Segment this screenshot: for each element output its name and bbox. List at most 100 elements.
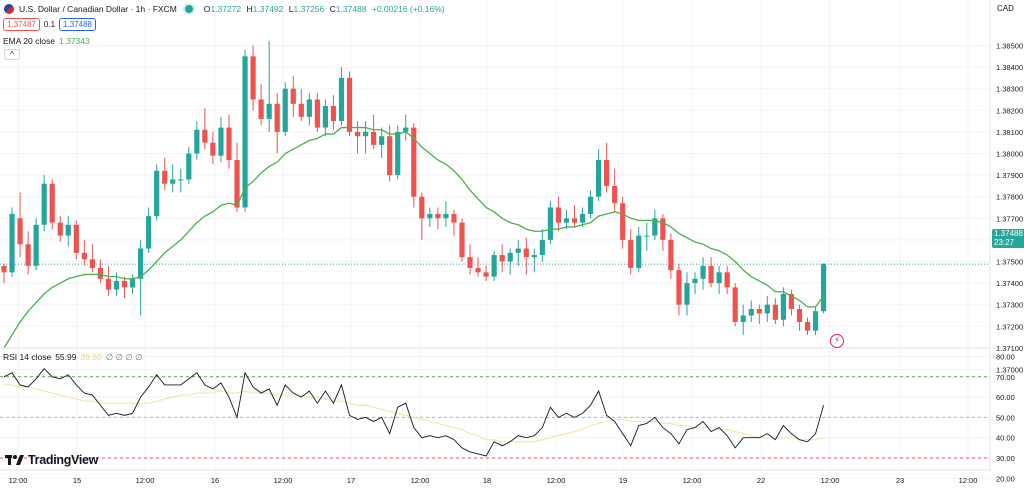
ema-legend[interactable]: EMA 20 close 1.37343 xyxy=(3,36,90,46)
candle-up[interactable] xyxy=(129,278,136,288)
time-axis[interactable]: 12:00 15 12:00 16 12:00 17 12:00 18 12:00 19 12:00… xyxy=(9,476,978,485)
candle-up[interactable] xyxy=(170,179,176,184)
candle-down[interactable] xyxy=(555,207,562,223)
candle-up[interactable] xyxy=(748,309,754,316)
buy-button[interactable]: 1.37488 xyxy=(59,18,96,31)
candle-up[interactable] xyxy=(692,278,698,284)
candle-down[interactable] xyxy=(620,203,626,240)
candle-up[interactable] xyxy=(137,248,144,279)
candle-up[interactable] xyxy=(579,213,586,223)
candle-up[interactable] xyxy=(507,252,513,262)
candle-down[interactable] xyxy=(387,136,393,176)
candle-down[interactable] xyxy=(250,56,256,100)
candle-down[interactable] xyxy=(676,270,682,305)
candle-down[interactable] xyxy=(435,213,441,219)
candle-down[interactable] xyxy=(97,267,104,279)
candle-up[interactable] xyxy=(531,255,537,258)
candle-up[interactable] xyxy=(178,179,184,181)
candle-down[interactable] xyxy=(121,280,128,288)
candle-up[interactable] xyxy=(595,159,602,197)
candle-down[interactable] xyxy=(17,218,23,245)
candle-up[interactable] xyxy=(820,263,827,312)
candle-up[interactable] xyxy=(113,280,120,290)
tradingview-logo[interactable]: TradingView xyxy=(5,453,98,467)
candle-up[interactable] xyxy=(9,213,15,273)
candle-up[interactable] xyxy=(186,153,192,180)
candlesticks[interactable] xyxy=(1,41,827,335)
candle-down[interactable] xyxy=(523,248,529,258)
candle-down[interactable] xyxy=(1,265,7,273)
candle-down[interactable] xyxy=(732,287,738,322)
candle-up[interactable] xyxy=(515,248,521,253)
candle-down[interactable] xyxy=(57,222,63,236)
candle-up[interactable] xyxy=(491,255,497,277)
rsi-axis[interactable]: 80.00 70.00 60.00 50.00 40.00 30.00 20.00 xyxy=(996,353,1015,484)
candle-up[interactable] xyxy=(322,105,328,128)
candle-down[interactable] xyxy=(724,272,730,288)
candle-down[interactable] xyxy=(330,105,337,122)
candle-up[interactable] xyxy=(154,170,160,217)
candle-up[interactable] xyxy=(700,265,706,279)
candle-down[interactable] xyxy=(73,224,79,253)
candle-up[interactable] xyxy=(403,127,409,132)
candle-down[interactable] xyxy=(628,239,634,268)
candle-down[interactable] xyxy=(49,183,55,223)
candle-down[interactable] xyxy=(354,131,361,137)
candle-down[interactable] xyxy=(612,185,618,204)
candle-down[interactable] xyxy=(226,127,232,160)
candle-up[interactable] xyxy=(379,136,385,145)
candle-up[interactable] xyxy=(338,77,345,122)
candle-up[interactable] xyxy=(427,213,433,219)
candle-down[interactable] xyxy=(202,129,208,143)
sell-button[interactable]: 1.37487 xyxy=(3,18,40,31)
candle-down[interactable] xyxy=(314,99,320,128)
candle-up[interactable] xyxy=(547,207,553,240)
candle-up[interactable] xyxy=(146,216,152,249)
candle-down[interactable] xyxy=(451,213,457,223)
candle-up[interactable] xyxy=(218,127,224,156)
candle-up[interactable] xyxy=(41,183,47,225)
candle-down[interactable] xyxy=(298,103,304,117)
candle-down[interactable] xyxy=(105,278,112,290)
candle-down[interactable] xyxy=(274,103,280,132)
candle-down[interactable] xyxy=(804,321,811,331)
candle-up[interactable] xyxy=(266,103,272,119)
candle-up[interactable] xyxy=(740,315,746,322)
candle-down[interactable] xyxy=(234,159,240,208)
candle-up[interactable] xyxy=(684,283,690,305)
candle-up[interactable] xyxy=(194,129,200,154)
price-axis[interactable]: 1.38500 1.38400 1.38300 1.38200 1.38100 1.380… xyxy=(996,42,1023,375)
candle-up[interactable] xyxy=(282,88,288,132)
candle-down[interactable] xyxy=(499,255,505,262)
candle-down[interactable] xyxy=(483,272,489,277)
candle-down[interactable] xyxy=(668,239,674,271)
candle-down[interactable] xyxy=(772,304,778,320)
candle-up[interactable] xyxy=(539,239,545,256)
candle-down[interactable] xyxy=(411,127,417,197)
candle-up[interactable] xyxy=(306,99,312,117)
symbol-title[interactable]: U.S. Dollar / Canadian Dollar · 1h · FXC… xyxy=(19,4,177,14)
candle-up[interactable] xyxy=(587,196,594,214)
candle-up[interactable] xyxy=(764,304,770,314)
candle-up[interactable] xyxy=(563,218,570,223)
candle-down[interactable] xyxy=(604,159,610,186)
candle-down[interactable] xyxy=(475,267,481,273)
candle-down[interactable] xyxy=(162,170,168,184)
candle-down[interactable] xyxy=(796,309,803,322)
candle-down[interactable] xyxy=(210,142,216,156)
candle-up[interactable] xyxy=(644,235,650,237)
candle-down[interactable] xyxy=(371,131,377,145)
candle-down[interactable] xyxy=(571,218,578,223)
currency-label[interactable]: CAD xyxy=(997,4,1014,13)
candle-up[interactable] xyxy=(65,224,71,236)
candle-up[interactable] xyxy=(395,131,401,176)
candle-down[interactable] xyxy=(419,196,425,219)
candle-up[interactable] xyxy=(636,235,642,268)
candle-up[interactable] xyxy=(652,218,658,236)
candle-up[interactable] xyxy=(362,131,369,137)
collapse-legend-button[interactable]: ^ xyxy=(4,49,20,60)
candle-down[interactable] xyxy=(81,252,87,260)
candle-up[interactable] xyxy=(812,311,819,331)
candle-down[interactable] xyxy=(346,77,353,132)
